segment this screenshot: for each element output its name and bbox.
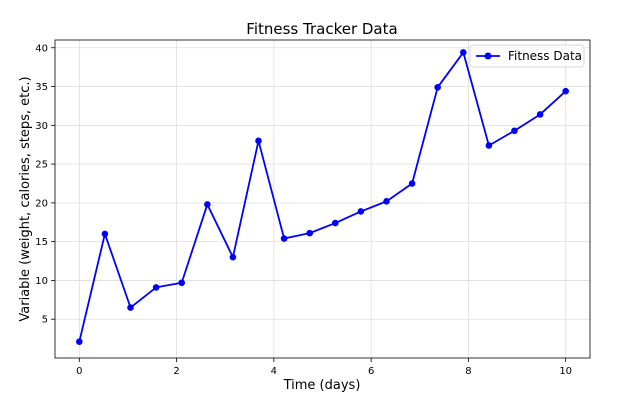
series-line (78, 51, 567, 342)
x-tick-label: 6 (368, 366, 374, 377)
x-tick-label: 0 (76, 366, 82, 377)
data-point (280, 235, 288, 242)
data-point (331, 219, 339, 227)
x-tick-label: 10 (559, 366, 572, 377)
legend: Fitness Data (469, 44, 585, 68)
axis-ticks: 0 2 4 6 8 10 5 10 15 20 25 30 35 40 (35, 43, 572, 377)
data-point (383, 198, 390, 205)
x-axis-label: Time (days) (283, 378, 361, 393)
legend-label: Fitness Data (508, 49, 582, 63)
plot-frame (54, 39, 591, 359)
y-tick-label: 5 (42, 315, 48, 326)
y-tick-label: 20 (35, 198, 48, 209)
data-point (511, 127, 518, 135)
legend-marker (484, 52, 492, 60)
data-point (229, 253, 237, 261)
data-point (562, 87, 569, 95)
y-tick-label: 30 (35, 121, 48, 132)
series-layer (76, 49, 569, 346)
data-point (485, 142, 493, 149)
data-point (76, 338, 83, 346)
y-tick-label: 25 (35, 160, 48, 171)
data-point (408, 180, 416, 187)
y-tick-label: 15 (35, 237, 48, 248)
y-tick-label: 40 (35, 43, 48, 54)
data-point (152, 284, 160, 291)
chart-title: Fitness Tracker Data (246, 20, 397, 38)
y-tick-label: 10 (35, 276, 48, 287)
y-axis-label: Variable (weight, calories, steps, etc.) (18, 76, 33, 321)
data-point (460, 49, 467, 56)
data-point (357, 208, 365, 215)
data-point (127, 304, 134, 311)
x-tick-label: 4 (271, 366, 277, 377)
data-point (306, 229, 314, 237)
legend-box (469, 44, 585, 68)
y-tick-label: 35 (35, 82, 48, 93)
data-point (178, 279, 185, 287)
x-tick-label: 8 (465, 366, 471, 377)
data-point (255, 137, 262, 145)
grid (55, 40, 590, 358)
data-point (101, 230, 109, 238)
data-point (204, 201, 211, 208)
data-point (434, 84, 441, 91)
data-point (536, 111, 544, 118)
x-tick-label: 2 (173, 366, 179, 377)
